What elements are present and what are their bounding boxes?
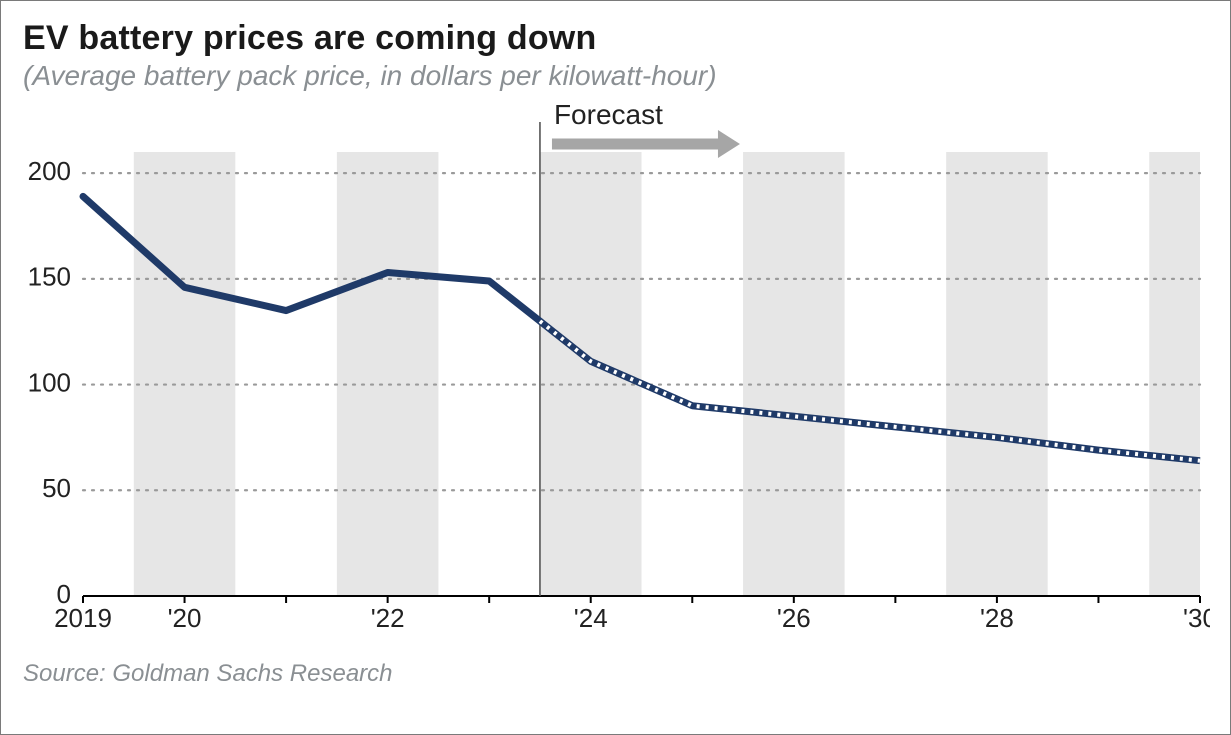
background-band: [946, 152, 1048, 596]
background-band: [134, 152, 236, 596]
x-axis-label: '20: [168, 603, 202, 633]
line-chart: 0501001502002019'20'22'24'26'28'30Foreca…: [23, 102, 1210, 642]
x-axis-label: 2019: [54, 603, 112, 633]
forecast-label: Forecast: [554, 102, 663, 130]
y-axis-label: 150: [28, 262, 71, 292]
chart-container: EV battery prices are coming down (Avera…: [0, 0, 1231, 735]
x-axis-label: '26: [777, 603, 811, 633]
background-band: [1149, 152, 1200, 596]
x-axis-label: '24: [574, 603, 608, 633]
background-band: [743, 152, 845, 596]
x-axis-label: '30: [1183, 603, 1210, 633]
y-axis-label: 50: [42, 473, 71, 503]
x-axis-label: '28: [980, 603, 1014, 633]
plot-area: 0501001502002019'20'22'24'26'28'30Foreca…: [23, 102, 1208, 642]
chart-title: EV battery prices are coming down: [23, 19, 1208, 58]
y-axis-label: 200: [28, 156, 71, 186]
background-band: [337, 152, 439, 596]
forecast-arrow-head: [718, 130, 740, 158]
x-axis-label: '22: [371, 603, 405, 633]
chart-subtitle: (Average battery pack price, in dollars …: [23, 60, 1208, 92]
source-attribution: Source: Goldman Sachs Research: [23, 660, 1208, 688]
y-axis-label: 100: [28, 367, 71, 397]
